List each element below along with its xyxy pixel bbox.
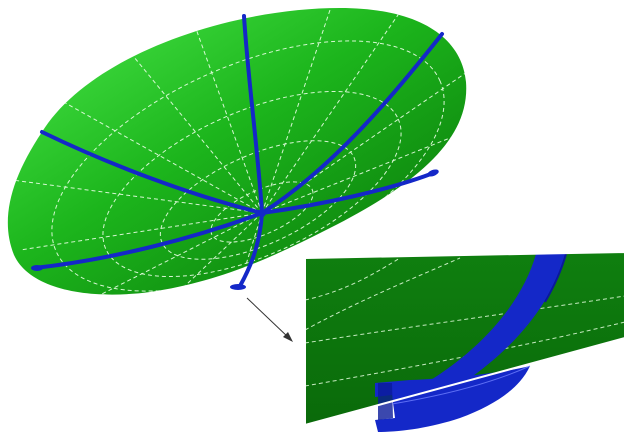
arrow-icon (246, 297, 293, 342)
rib-5 (238, 211, 264, 288)
inset-border (304, 250, 626, 427)
rib-3 (40, 130, 264, 215)
dish-surface (7, 8, 467, 295)
rib-6 (260, 170, 438, 215)
rib-feet (31, 169, 439, 290)
rib-joint-detail-icon (375, 253, 567, 432)
rib-1 (242, 14, 264, 215)
rib-4 (32, 211, 264, 270)
detail-inset (304, 250, 626, 432)
dish-wireframe (11, 9, 467, 295)
hub (258, 209, 266, 217)
dish-ribs (32, 14, 444, 288)
rib-2 (260, 32, 444, 215)
dish (7, 8, 467, 295)
